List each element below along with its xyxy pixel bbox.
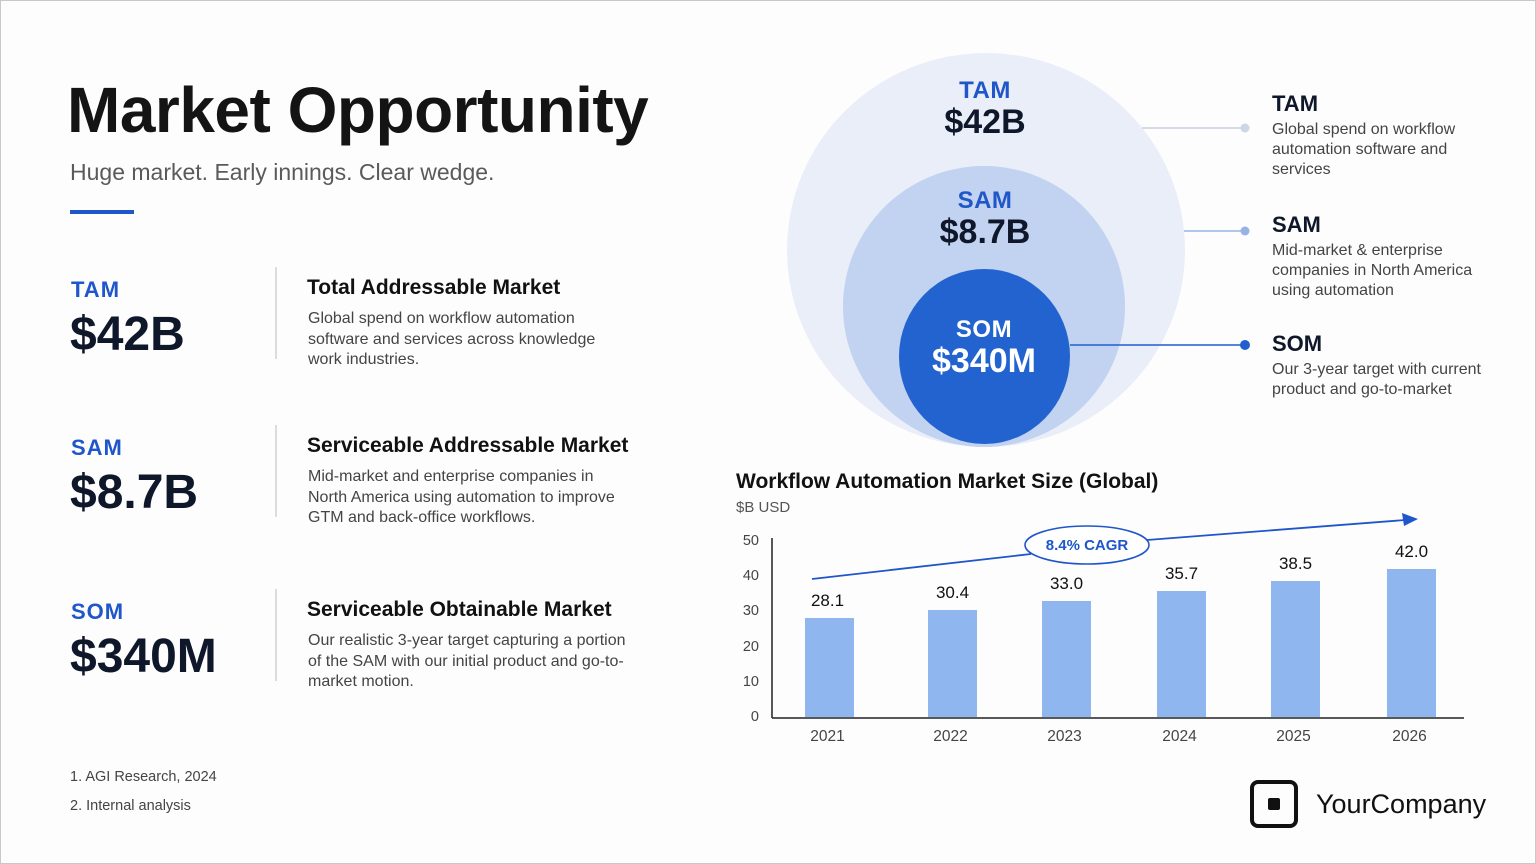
metric-divider bbox=[275, 267, 277, 359]
bar-value-label: 30.4 bbox=[935, 582, 970, 602]
brand-name: YourCompany bbox=[1316, 788, 1487, 819]
bar-value-label: 42.0 bbox=[1394, 542, 1429, 562]
legend-description: Our 3-year target with current product a… bbox=[1272, 361, 1481, 398]
tam-circle-label: TAM $42B bbox=[885, 77, 1085, 142]
metric-description: Mid-market and enterprise companies in N… bbox=[308, 468, 615, 526]
y-tick: 20 bbox=[742, 639, 759, 655]
circle-value: $42B bbox=[944, 103, 1026, 141]
chart-bar bbox=[1387, 569, 1436, 717]
metric-tam: TAM $42B Total Addressable Market Global… bbox=[70, 267, 670, 387]
metric-divider bbox=[275, 589, 277, 681]
y-tick: 30 bbox=[742, 603, 759, 619]
metric-name: Serviceable Addressable Market bbox=[307, 434, 629, 457]
x-tick: 2023 bbox=[1047, 728, 1082, 745]
metric-value: $42B bbox=[70, 308, 185, 361]
page-title: Market Opportunity bbox=[67, 74, 649, 146]
chart-bar bbox=[1157, 591, 1206, 717]
chart-title: Workflow Automation Market Size (Global) bbox=[736, 470, 1159, 493]
som-circle bbox=[899, 269, 1070, 444]
circle-value: $8.7B bbox=[939, 213, 1031, 251]
circle-abbr: TAM bbox=[959, 77, 1011, 104]
metric-description: Global spend on workflow automation soft… bbox=[308, 310, 596, 368]
footnote: 1. AGI Research, 2024 bbox=[70, 769, 217, 785]
bar-value-label: 33.0 bbox=[1049, 573, 1084, 593]
circle-abbr: SAM bbox=[957, 187, 1013, 214]
footnote: 2. Internal analysis bbox=[70, 798, 191, 814]
legend-abbr: SOM bbox=[1272, 331, 1323, 356]
bar-value-label: 35.7 bbox=[1164, 564, 1199, 584]
legend-sam: SAM Mid-market & enterprise companies in… bbox=[1272, 212, 1512, 301]
metric-divider bbox=[275, 425, 277, 517]
cagr-trend-line bbox=[811, 553, 1032, 580]
tam-connector-dot-icon bbox=[1240, 123, 1250, 133]
sam-circle-label: SAM $8.7B bbox=[885, 187, 1085, 252]
bar-value-label: 28.1 bbox=[810, 591, 845, 611]
metric-value: $340M bbox=[70, 630, 217, 683]
metric-abbr: TAM bbox=[71, 277, 121, 302]
circle-abbr: SOM bbox=[955, 316, 1013, 343]
accent-divider bbox=[70, 210, 134, 214]
legend-description: Mid-market & enterprise companies in Nor… bbox=[1272, 242, 1473, 299]
sam-connector-dot-icon bbox=[1240, 226, 1250, 236]
page-subtitle: Huge market. Early innings. Clear wedge. bbox=[70, 159, 495, 185]
x-tick: 2025 bbox=[1276, 728, 1311, 745]
circle-value: $340M bbox=[932, 342, 1036, 380]
metric-name: Serviceable Obtainable Market bbox=[307, 598, 612, 621]
bar-value-label: 38.5 bbox=[1278, 554, 1313, 574]
cagr-trend-line bbox=[1146, 519, 1406, 541]
brand-logo: YourCompany bbox=[1250, 780, 1486, 828]
cagr-ellipse bbox=[1024, 525, 1150, 565]
metric-abbr: SAM bbox=[71, 435, 123, 460]
cagr-label: 8.4% CAGR bbox=[1045, 536, 1129, 554]
y-tick: 50 bbox=[742, 533, 759, 549]
y-tick: 10 bbox=[742, 674, 759, 690]
x-tick: 2026 bbox=[1392, 728, 1427, 745]
metric-name: Total Addressable Market bbox=[307, 276, 561, 299]
x-tick: 2024 bbox=[1162, 728, 1197, 745]
metric-abbr: SOM bbox=[71, 599, 125, 624]
chart-bar bbox=[928, 609, 977, 717]
y-tick: 40 bbox=[742, 568, 759, 584]
som-connector-dot-icon bbox=[1240, 340, 1250, 350]
chart-unit: $B USD bbox=[736, 499, 791, 516]
som-circle-label: SOM $340M bbox=[884, 316, 1084, 381]
y-tick: 0 bbox=[750, 709, 759, 725]
x-tick: 2022 bbox=[933, 728, 968, 745]
x-tick: 2021 bbox=[810, 728, 845, 745]
legend-abbr: SAM bbox=[1272, 212, 1321, 237]
metric-description: Our realistic 3-year target capturing a … bbox=[308, 632, 626, 690]
chart-bar bbox=[805, 618, 854, 717]
metric-sam: SAM $8.7B Serviceable Addressable Market… bbox=[70, 425, 670, 545]
footnotes: 1. AGI Research, 2024 2. Internal analys… bbox=[70, 769, 217, 827]
legend-description: Global spend on workflow automation soft… bbox=[1272, 121, 1456, 178]
legend-som: SOM Our 3-year target with current produ… bbox=[1272, 331, 1512, 400]
chart-bar bbox=[1042, 600, 1091, 717]
chart-bar bbox=[1271, 581, 1320, 717]
trend-arrowhead-icon bbox=[1402, 513, 1418, 526]
square-logo-icon bbox=[1250, 780, 1298, 828]
metric-som: SOM $340M Serviceable Obtainable Market … bbox=[70, 589, 670, 709]
legend-abbr: TAM bbox=[1272, 91, 1319, 116]
legend-tam: TAM Global spend on workflow automation … bbox=[1272, 91, 1512, 180]
metric-value: $8.7B bbox=[70, 466, 199, 519]
